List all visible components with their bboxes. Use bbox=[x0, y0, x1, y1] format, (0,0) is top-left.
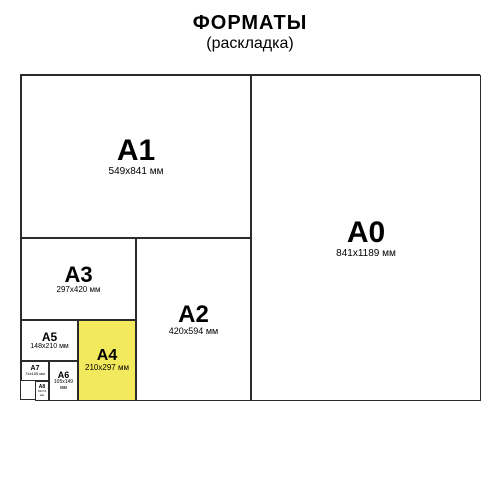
format-dims-a3: 297х420 мм bbox=[57, 286, 101, 295]
format-panel-a7: A774х105 мм bbox=[21, 361, 49, 381]
format-dims-a4: 210х297 мм bbox=[85, 364, 129, 373]
format-label-a3: A3 bbox=[64, 264, 92, 286]
page-subtitle: (раскладка) bbox=[0, 35, 500, 53]
format-dims-a0: 841х1189 мм bbox=[336, 248, 396, 259]
format-dims-a7: 74х105 мм bbox=[25, 372, 45, 376]
format-dims-a6: 105х149 мм bbox=[50, 380, 77, 391]
format-panel-a2: A2420х594 мм bbox=[136, 238, 251, 401]
format-label-a5: A5 bbox=[42, 331, 57, 343]
format-panel-a4: A4210х297 мм bbox=[78, 320, 136, 401]
format-dims-a5: 148х210 мм bbox=[30, 343, 68, 351]
format-dims-a8: 52х74 мм bbox=[36, 390, 48, 397]
format-dims-a1: 549х841 мм bbox=[109, 166, 164, 177]
format-dims-a2: 420х594 мм bbox=[169, 327, 218, 337]
format-panel-a1: A1549х841 мм bbox=[21, 75, 251, 238]
format-label-a2: A2 bbox=[178, 303, 209, 327]
title-block: ФОРМАТЫ (раскладка) bbox=[0, 0, 500, 53]
format-label-a0: A0 bbox=[347, 218, 385, 248]
format-panel-a3: A3297х420 мм bbox=[21, 238, 136, 320]
format-panel-a0: A0841х1189 мм bbox=[251, 75, 481, 401]
format-label-a1: A1 bbox=[117, 136, 155, 166]
format-panel-a5: A5148х210 мм bbox=[21, 320, 78, 361]
format-label-a4: A4 bbox=[97, 348, 117, 364]
paper-size-diagram: A0841х1189 ммA1549х841 ммA2420х594 ммA32… bbox=[20, 74, 480, 400]
format-panel-a6: A6105х149 мм bbox=[49, 361, 78, 401]
page-title: ФОРМАТЫ bbox=[0, 12, 500, 35]
format-panel-a8: A852х74 мм bbox=[35, 381, 49, 401]
